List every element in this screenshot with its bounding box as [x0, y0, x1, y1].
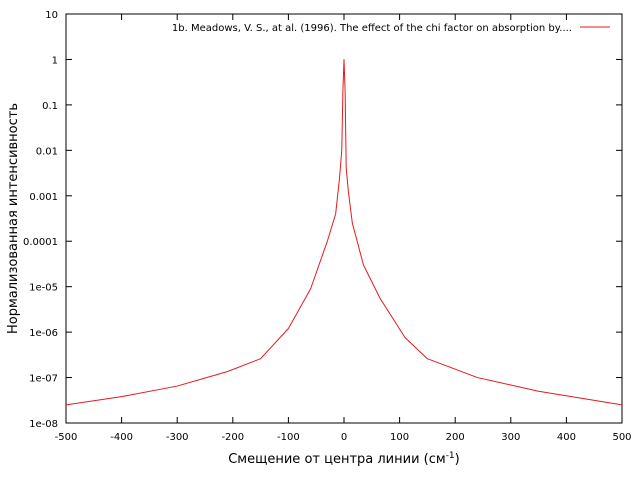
- plot-frame: [65, 13, 623, 424]
- x-axis-label-sup: -1: [446, 451, 455, 461]
- x-tick-label: -400: [110, 432, 133, 443]
- y-tick-label: 0.01: [36, 146, 58, 157]
- x-axis-label-main: Смещение от центра линии (см: [228, 452, 445, 467]
- x-tick-label: 200: [446, 432, 465, 443]
- series-line: [65, 58, 623, 406]
- y-tick-label: 1e-06: [29, 328, 58, 339]
- y-tick-label: 1e-07: [29, 374, 58, 385]
- x-tick-label: -500: [55, 432, 78, 443]
- y-tick-label: 0.001: [29, 192, 58, 203]
- x-tick-label: 0: [341, 432, 347, 443]
- y-tick-label: 0.1: [42, 101, 58, 112]
- legend-label: 1b. Meadows, V. S., at al. (1996). The e…: [172, 23, 572, 34]
- x-tick-label: 500: [612, 432, 631, 443]
- y-tick-label: 10: [45, 10, 58, 21]
- tick-label-group: -500 -400 -300 -200 -100 0 100 200 300 400 500 1e-0…: [23, 10, 632, 443]
- y-axis-label: Нормализованная интенсивность: [6, 103, 21, 334]
- x-tick-label: -100: [277, 432, 300, 443]
- tick-group: [65, 13, 623, 424]
- x-axis-label-close: ): [455, 452, 460, 467]
- x-tick-label: -200: [221, 432, 244, 443]
- y-tick-label: 1e-05: [29, 283, 58, 294]
- x-tick-label: -300: [166, 432, 189, 443]
- x-tick-label: 400: [557, 432, 576, 443]
- x-tick-label: 100: [390, 432, 409, 443]
- legend: 1b. Meadows, V. S., at al. (1996). The e…: [172, 23, 610, 34]
- y-tick-label: 1: [52, 55, 58, 66]
- series-layer: [65, 58, 623, 406]
- y-tick-label: 0.0001: [23, 237, 58, 248]
- y-tick-label: 1e-08: [29, 419, 58, 430]
- x-axis-label: Смещение от центра линии (см-1): [228, 451, 460, 467]
- x-tick-label: 300: [501, 432, 520, 443]
